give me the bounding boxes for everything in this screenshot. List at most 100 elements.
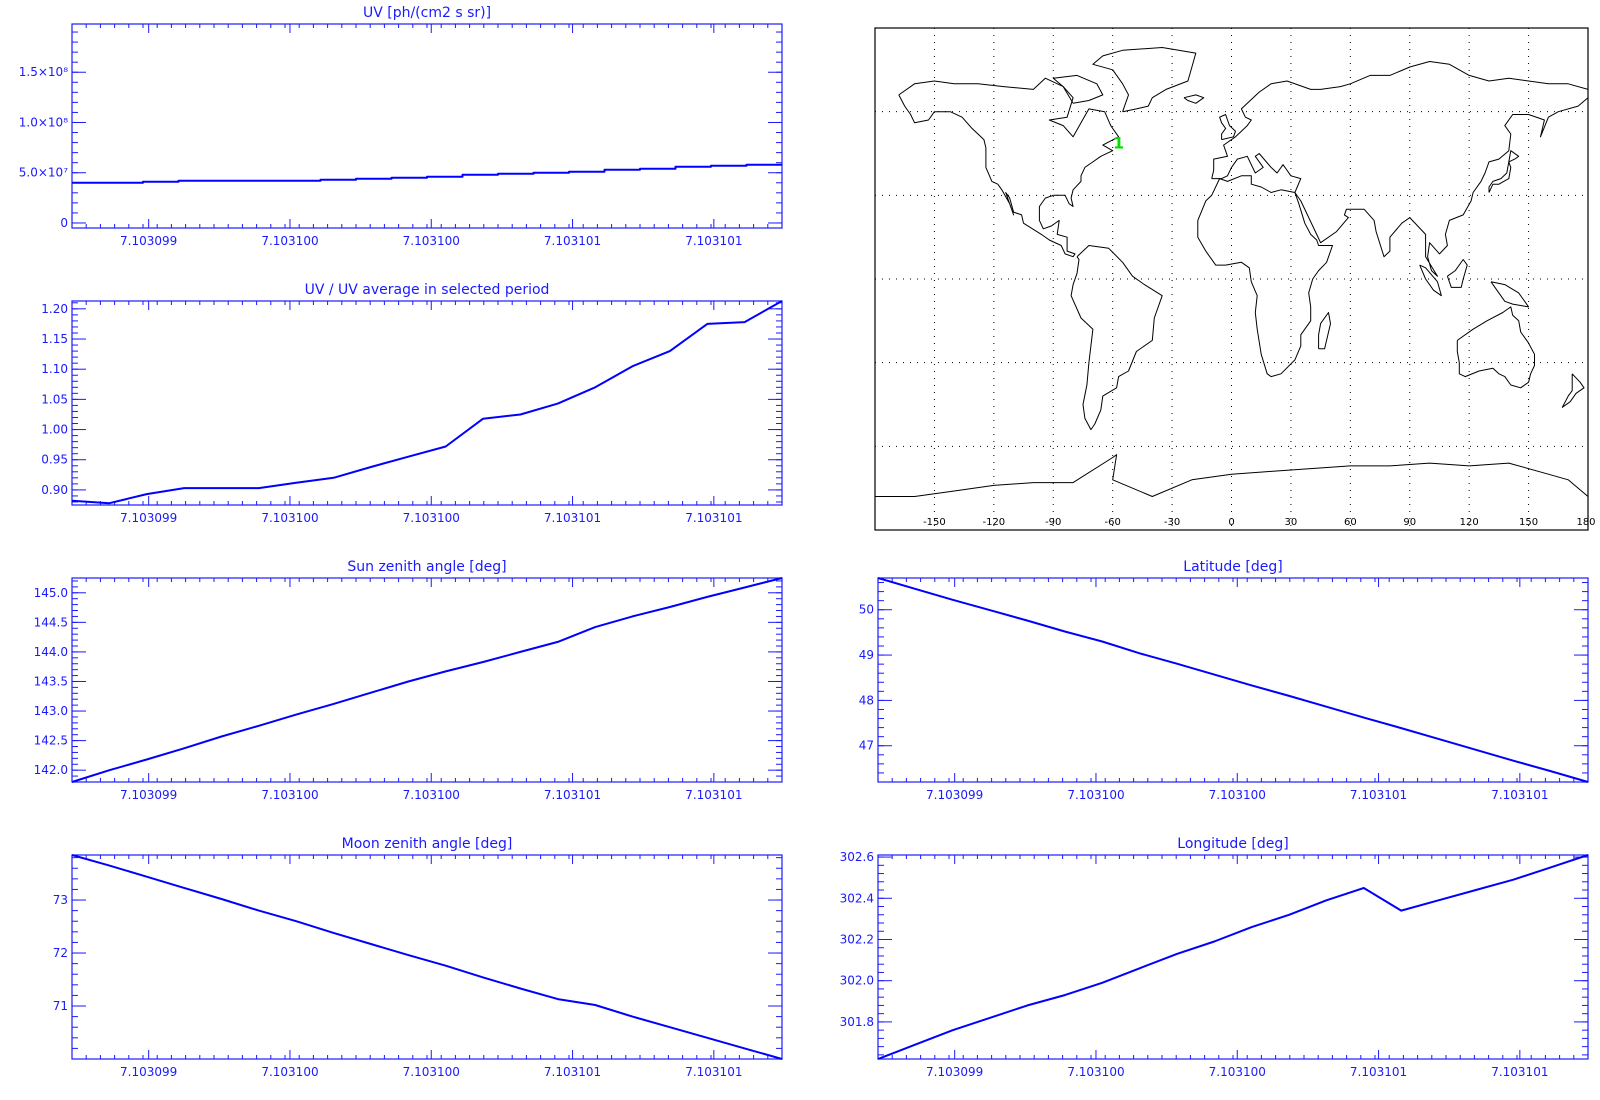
y-tick-label: 71 [53,999,68,1013]
y-tick-label: 73 [53,893,68,907]
y-tick-label: 1.0×10⁸ [19,115,68,129]
x-tick-label: 7.103101 [544,511,601,525]
x-tick-label: 7.103101 [1350,1065,1407,1079]
y-tick-label: 302.2 [840,932,874,946]
coast-japan [1488,150,1520,193]
chart-panel-2: UV / UV average in selected period 7.1030… [41,282,783,525]
world-map: -150 -120 -90 -60 -30 0 30 60 90 120 150 180 1 [874,27,1596,531]
coast-australia [1456,306,1535,389]
plot-frame [71,300,783,506]
plot-frame [71,577,783,783]
coast-north-america [898,77,1120,258]
y-tick-label: 301.8 [840,1015,874,1029]
coast-borneo [1446,259,1468,288]
map-lon-tick-label: 60 [1344,517,1357,528]
y-tick-label: 142.5 [34,734,68,748]
y-tick-label: 1.10 [41,362,68,376]
y-tick-label: 302.4 [840,891,874,905]
y-tick-label: 49 [859,648,874,662]
series-line [877,854,1589,1060]
coast-south-america [1070,245,1163,431]
chart-panel-3: Sun zenith angle [deg] 7.103099 7.103100 7.… [34,559,783,802]
map-grid [875,28,1588,530]
x-tick-label: 7.103099 [120,788,177,802]
chart-panel-5: Moon zenith angle [deg] 7.103099 7.103100 7… [53,836,783,1079]
x-tick-label: 7.103100 [403,511,460,525]
coast-new-guinea [1490,281,1530,308]
x-tick-label: 7.103101 [685,234,742,248]
y-tick-label: 72 [53,946,68,960]
chart-title: UV / UV average in selected period [305,282,550,298]
y-tick-label: 1.15 [41,332,68,346]
y-tick-label: 0 [60,216,68,230]
map-lon-tick-label: -90 [1045,517,1061,528]
map-lon-tick-label: 120 [1460,517,1479,528]
x-tick-label: 7.103101 [1491,788,1548,802]
coast-sumatra [1419,264,1442,297]
map-lon-tick-labels: -150 -120 -90 -60 -30 0 30 60 90 120 150 180 [923,517,1595,528]
map-lon-tick-label: 0 [1228,517,1234,528]
x-tick-label: 7.103099 [120,511,177,525]
y-tick-label: 1.05 [41,392,68,406]
x-tick-label: 7.103100 [261,234,318,248]
map-lon-tick-label: -30 [1164,517,1180,528]
x-tick-label: 7.103100 [403,788,460,802]
y-tick-label: 143.0 [34,704,68,718]
map-lon-tick-label: -60 [1104,517,1120,528]
y-tick-label: 302.6 [840,850,874,864]
y-tick-label: 145.0 [34,586,68,600]
x-tick-label: 7.103100 [403,234,460,248]
plot-frame [877,854,1589,1060]
y-tick-label: 144.5 [34,615,68,629]
coast-baffin-island [1052,74,1104,104]
series-line [72,163,782,184]
x-tick-label: 7.103100 [1067,788,1124,802]
y-tick-label: 143.5 [34,674,68,688]
series-line [71,854,783,1060]
y-tick-label: 50 [859,603,874,617]
chart-title: Longitude [deg] [1177,836,1288,852]
y-tick-label: 1.20 [41,302,68,316]
y-tick-label: 1.00 [41,423,68,437]
y-tick-label: 142.0 [34,763,68,777]
x-tick-label: 7.103099 [926,788,983,802]
coast-madagascar [1318,312,1331,350]
chart-panel-4: Latitude [deg] 7.103099 7.103100 7.103100 7.… [859,559,1589,802]
x-tick-label: 7.103101 [685,511,742,525]
y-tick-label: 48 [859,693,874,707]
coast-iceland [1183,94,1205,104]
x-tick-label: 7.103101 [544,234,601,248]
map-lon-tick-label: 180 [1576,517,1595,528]
coast-new-zealand [1561,373,1585,408]
map-position-marker: 1 [1113,133,1124,152]
coast-great-britain [1219,114,1236,141]
coast-eurasia [1211,61,1589,277]
y-tick-label: 1.5×10⁸ [19,65,68,79]
x-tick-label: 7.103100 [261,788,318,802]
x-tick-label: 7.103100 [403,1065,460,1079]
series-line [71,577,783,783]
map-coastlines [874,47,1589,514]
y-tick-label: 144.0 [34,645,68,659]
chart-title: Moon zenith angle [deg] [342,836,513,852]
map-lon-tick-label: 150 [1519,517,1538,528]
series-line [71,300,783,505]
chart-panel-6: Longitude [deg] 7.103099 7.103100 7.103100 7… [840,836,1589,1079]
coast-africa [1197,175,1333,378]
map-lon-tick-label: -150 [923,517,946,528]
plot-frame [71,23,783,229]
x-tick-label: 7.103099 [120,1065,177,1079]
x-tick-label: 7.103101 [544,788,601,802]
map-lon-tick-label: 30 [1285,517,1298,528]
x-tick-label: 7.103101 [1350,788,1407,802]
x-tick-label: 7.103100 [1209,788,1266,802]
x-tick-label: 7.103100 [261,1065,318,1079]
x-tick-label: 7.103101 [685,1065,742,1079]
x-tick-label: 7.103100 [1209,1065,1266,1079]
chart-panels: UV [ph/(cm2 s sr)] 7.103099 7.103100 7.1031… [19,5,1589,1079]
map-lon-tick-label: -120 [982,517,1005,528]
coast-greenland [1092,47,1197,113]
x-tick-label: 7.103099 [120,234,177,248]
x-tick-label: 7.103101 [685,788,742,802]
